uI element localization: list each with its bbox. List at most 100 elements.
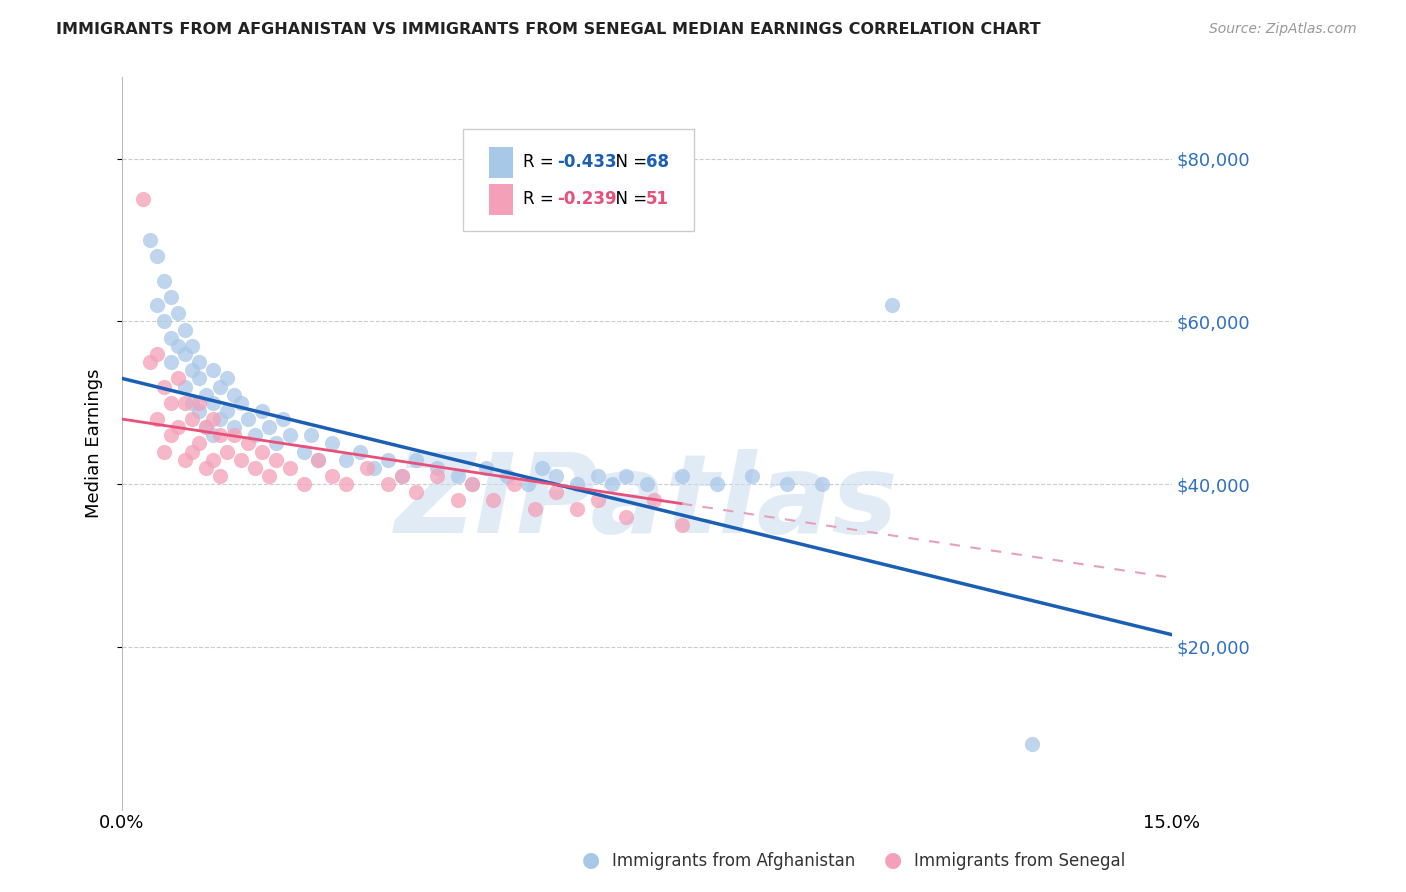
Point — [181, 363, 204, 377]
Point — [195, 420, 218, 434]
Point — [222, 428, 245, 442]
Point — [321, 469, 343, 483]
Point — [250, 404, 273, 418]
Point — [363, 461, 385, 475]
Point — [167, 420, 190, 434]
Point — [643, 493, 665, 508]
Point — [377, 452, 399, 467]
Point — [181, 396, 204, 410]
Bar — [489, 147, 513, 178]
Point — [146, 249, 169, 263]
Point — [188, 436, 211, 450]
Point — [523, 501, 546, 516]
Point — [202, 363, 225, 377]
Text: IMMIGRANTS FROM AFGHANISTAN VS IMMIGRANTS FROM SENEGAL MEDIAN EARNINGS CORRELATI: IMMIGRANTS FROM AFGHANISTAN VS IMMIGRANT… — [56, 22, 1040, 37]
Point — [426, 469, 449, 483]
Point — [236, 412, 259, 426]
Text: 51: 51 — [645, 190, 669, 208]
Point — [257, 420, 280, 434]
Point — [174, 347, 197, 361]
Point — [503, 477, 526, 491]
Point — [167, 306, 190, 320]
Point — [195, 461, 218, 475]
Point — [741, 469, 763, 483]
Point — [139, 355, 162, 369]
Point — [614, 509, 637, 524]
Bar — [489, 184, 513, 215]
Point — [516, 477, 538, 491]
Point — [447, 493, 470, 508]
Point — [264, 452, 287, 467]
Point — [250, 444, 273, 458]
Point — [222, 420, 245, 434]
Point — [544, 485, 567, 500]
Point — [636, 477, 658, 491]
Point — [600, 477, 623, 491]
Point — [264, 436, 287, 450]
Point — [188, 371, 211, 385]
Point — [188, 396, 211, 410]
Y-axis label: Median Earnings: Median Earnings — [86, 368, 103, 518]
Point — [215, 404, 238, 418]
Point — [776, 477, 799, 491]
Point — [160, 290, 183, 304]
Point — [544, 469, 567, 483]
Point — [278, 461, 301, 475]
Point — [153, 379, 176, 393]
Text: Immigrants from Afghanistan: Immigrants from Afghanistan — [612, 852, 855, 870]
Point — [153, 444, 176, 458]
Point — [335, 452, 357, 467]
Text: ●: ● — [582, 850, 599, 870]
Point — [586, 493, 609, 508]
Point — [146, 412, 169, 426]
Point — [146, 347, 169, 361]
Point — [229, 396, 252, 410]
Point — [174, 452, 197, 467]
Point — [208, 379, 231, 393]
Point — [160, 355, 183, 369]
Point — [208, 428, 231, 442]
Point — [292, 444, 315, 458]
Point — [335, 477, 357, 491]
Point — [1021, 738, 1043, 752]
Point — [167, 371, 190, 385]
Point — [299, 428, 322, 442]
Point — [565, 477, 588, 491]
Point — [160, 396, 183, 410]
Point — [377, 477, 399, 491]
Point — [482, 493, 505, 508]
Point — [811, 477, 834, 491]
Point — [153, 314, 176, 328]
Point — [229, 452, 252, 467]
Point — [160, 331, 183, 345]
Point — [307, 452, 329, 467]
Point — [181, 444, 204, 458]
Text: -0.239: -0.239 — [557, 190, 616, 208]
Point — [236, 436, 259, 450]
Point — [146, 298, 169, 312]
Point — [160, 428, 183, 442]
Point — [188, 404, 211, 418]
Point — [391, 469, 413, 483]
Point — [278, 428, 301, 442]
Point — [215, 371, 238, 385]
Text: N =: N = — [605, 190, 652, 208]
Point — [208, 412, 231, 426]
Point — [614, 469, 637, 483]
Point — [243, 461, 266, 475]
Point — [202, 412, 225, 426]
Point — [222, 387, 245, 401]
Point — [391, 469, 413, 483]
Point — [174, 379, 197, 393]
Point — [243, 428, 266, 442]
Point — [153, 274, 176, 288]
Text: N =: N = — [605, 153, 652, 171]
Point — [565, 501, 588, 516]
Point — [321, 436, 343, 450]
Point — [202, 396, 225, 410]
Point — [195, 387, 218, 401]
Point — [671, 469, 693, 483]
Point — [181, 339, 204, 353]
Point — [188, 355, 211, 369]
Point — [706, 477, 728, 491]
